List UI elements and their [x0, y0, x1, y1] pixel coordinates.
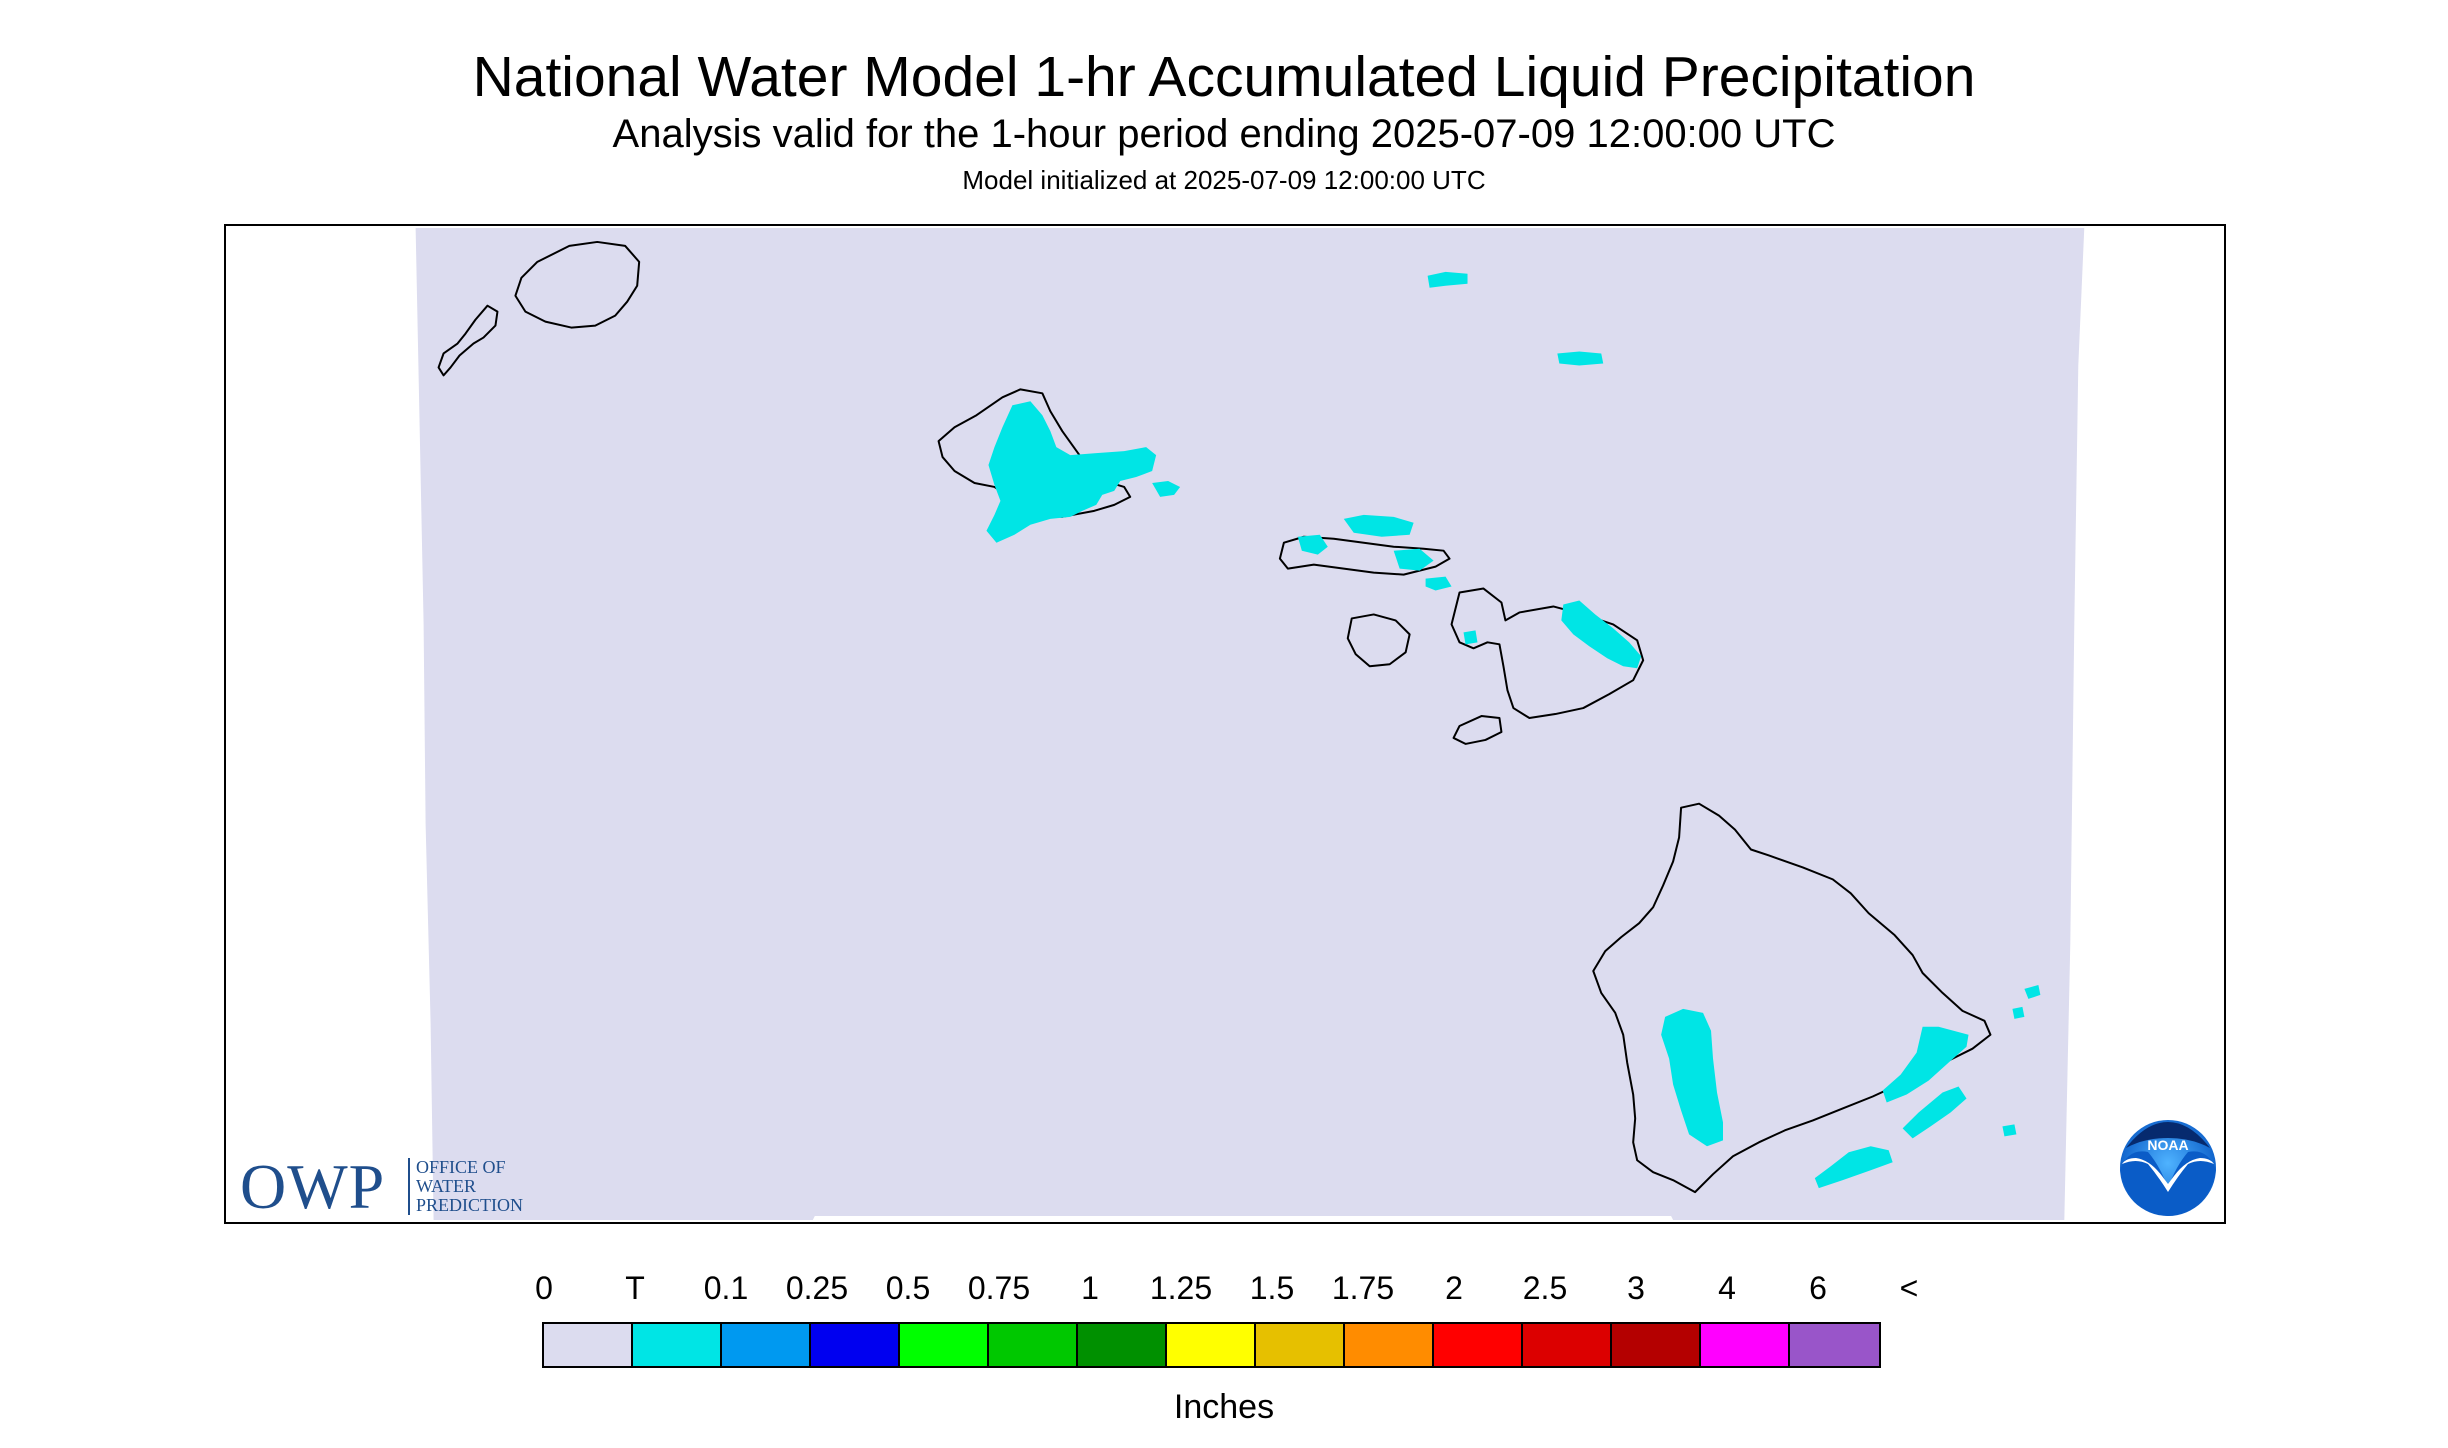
model-init-time: Model initialized at 2025-07-09 12:00:00… — [962, 165, 1486, 195]
legend-swatch — [1701, 1324, 1790, 1366]
island-oahu — [937, 388, 1132, 518]
legend-swatch — [1790, 1324, 1879, 1366]
precip-area-molokai-north — [1343, 514, 1414, 537]
legend-swatch — [1167, 1324, 1256, 1366]
island-hawaii — [1592, 802, 1992, 1194]
legend-label: T — [625, 1270, 645, 1306]
legend-label: 1.5 — [1249, 1270, 1295, 1306]
legend-swatch — [989, 1324, 1078, 1366]
legend-swatch — [722, 1324, 811, 1366]
legend-swatch — [1612, 1324, 1701, 1366]
noaa-logo-text: NOAA — [2147, 1137, 2188, 1153]
island-molokai — [1278, 535, 1451, 576]
precip-map — [415, 227, 2085, 1221]
legend-label: 1 — [1081, 1270, 1099, 1306]
legend-colorbar — [542, 1322, 1881, 1368]
model-domain — [415, 227, 2085, 1221]
legend-label: 1.75 — [1331, 1270, 1395, 1306]
legend-swatch — [1434, 1324, 1523, 1366]
legend-swatch — [1256, 1324, 1345, 1366]
precip-area-molokai-west — [1297, 534, 1328, 555]
legend-label: 6 — [1809, 1270, 1827, 1306]
legend-label: 0.1 — [703, 1270, 749, 1306]
precip-area-puna-1 — [1882, 1026, 1969, 1103]
precip-area-oahu — [986, 401, 1157, 543]
legend-swatch — [1078, 1324, 1167, 1366]
map-panel: OWP OFFICE OF WATER PREDICTION NOAA — [224, 224, 2226, 1224]
precip-area-east-offshore-1 — [2024, 984, 2041, 999]
legend-label: 0 — [535, 1270, 553, 1306]
precip-area-molokai-east — [1393, 548, 1434, 571]
owp-logo-line2: WATER — [416, 1176, 476, 1196]
precip-area-oahu-east — [1152, 480, 1181, 497]
map-subtitle: Analysis valid for the 1-hour period end… — [612, 112, 1836, 156]
legend-unit: Inches — [1173, 1388, 1275, 1426]
legend-swatch — [811, 1324, 900, 1366]
legend-swatch — [633, 1324, 722, 1366]
precip-area-east-offshore-2 — [2012, 1006, 2025, 1019]
legend-label: 0.75 — [967, 1270, 1031, 1306]
precip-area-puna-2 — [1902, 1086, 1967, 1139]
owp-logo-text: OFFICE OF WATER PREDICTION — [408, 1158, 523, 1215]
island-kauai — [514, 240, 641, 329]
legend-label: 2.5 — [1522, 1270, 1568, 1306]
island-kahoolawe — [1452, 715, 1503, 745]
precip-area-north-1 — [1427, 271, 1468, 288]
legend-label: < — [1899, 1270, 1919, 1306]
legend-label: 3 — [1627, 1270, 1645, 1306]
island-maui — [1450, 587, 1645, 720]
legend-label: 1.25 — [1149, 1270, 1213, 1306]
owp-logo-line3: PREDICTION — [416, 1195, 523, 1215]
legend-labels: 0 T 0.1 0.25 0.5 0.75 1 1.25 1.5 1.75 2 2.5 3 4 6 < — [0, 1268, 2448, 1308]
noaa-logo: NOAA — [2120, 1120, 2216, 1216]
precip-area-maui — [1561, 600, 1642, 669]
island-niihau — [437, 304, 499, 377]
island-lanai — [1346, 613, 1411, 668]
owp-logo-mark: OWP — [240, 1151, 386, 1222]
legend-label: 0.5 — [885, 1270, 931, 1306]
precip-area-kona — [1661, 1008, 1724, 1147]
map-title: National Water Model 1-hr Accumulated Li… — [472, 45, 1976, 109]
precip-area-north-2 — [1557, 351, 1604, 366]
precip-area-molokai-tip — [1425, 576, 1452, 591]
precip-area-south-offshore — [1814, 1146, 1893, 1189]
owp-logo-line1: OFFICE OF — [416, 1157, 506, 1177]
legend-label: 4 — [1718, 1270, 1736, 1306]
legend-swatch — [544, 1324, 633, 1366]
legend-swatch — [1523, 1324, 1612, 1366]
precip-area-maui-west — [1463, 630, 1478, 645]
legend-swatch — [900, 1324, 989, 1366]
precip-area-east-offshore-3 — [2002, 1124, 2017, 1137]
legend-label: 2 — [1445, 1270, 1463, 1306]
legend-swatch — [1345, 1324, 1434, 1366]
legend-label: 0.25 — [785, 1270, 849, 1306]
